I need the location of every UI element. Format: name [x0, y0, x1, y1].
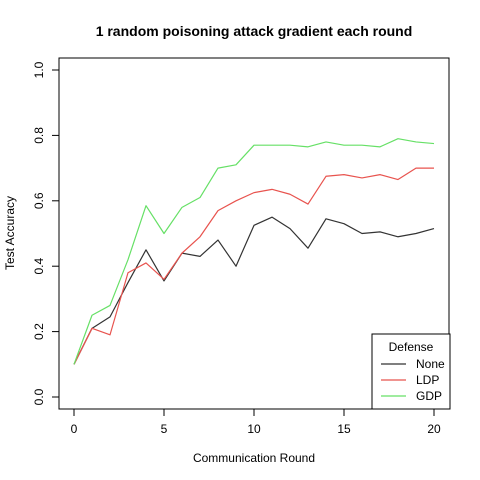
series-lines	[73, 138, 435, 365]
y-tick-label: 0.2	[32, 323, 46, 340]
x-tick-label: 10	[247, 422, 261, 436]
series-line-ldp	[73, 167, 434, 365]
y-tick-label: 0.6	[32, 192, 46, 209]
x-tick-label: 20	[427, 422, 441, 436]
x-tick-label: 15	[337, 422, 351, 436]
x-axis-label: Communication Round	[193, 451, 315, 465]
legend-items: None LDP GDP	[381, 357, 445, 403]
y-axis: 0.0 0.2 0.4 0.6 0.8 1.0	[32, 61, 59, 405]
y-tick-label: 0.0	[32, 388, 46, 405]
legend-label-ldp: LDP	[416, 373, 439, 387]
series-line-gdp	[73, 138, 435, 365]
y-tick-label: 1.0	[32, 61, 46, 78]
y-tick-label: 0.8	[32, 127, 46, 144]
y-axis-label: Test Accuracy	[3, 196, 17, 270]
legend-title: Defense	[389, 340, 434, 354]
x-tick-label: 5	[161, 422, 168, 436]
legend: Defense None LDP GDP	[371, 333, 451, 410]
x-tick-label: 0	[71, 422, 78, 436]
series-line-none	[73, 216, 435, 365]
y-tick-label: 0.4	[32, 258, 46, 275]
legend-label-none: None	[416, 357, 445, 371]
chart-title: 1 random poisoning attack gradient each …	[96, 23, 413, 39]
legend-label-gdp: GDP	[416, 389, 442, 403]
x-axis: 0 5 10 15 20	[71, 409, 441, 436]
